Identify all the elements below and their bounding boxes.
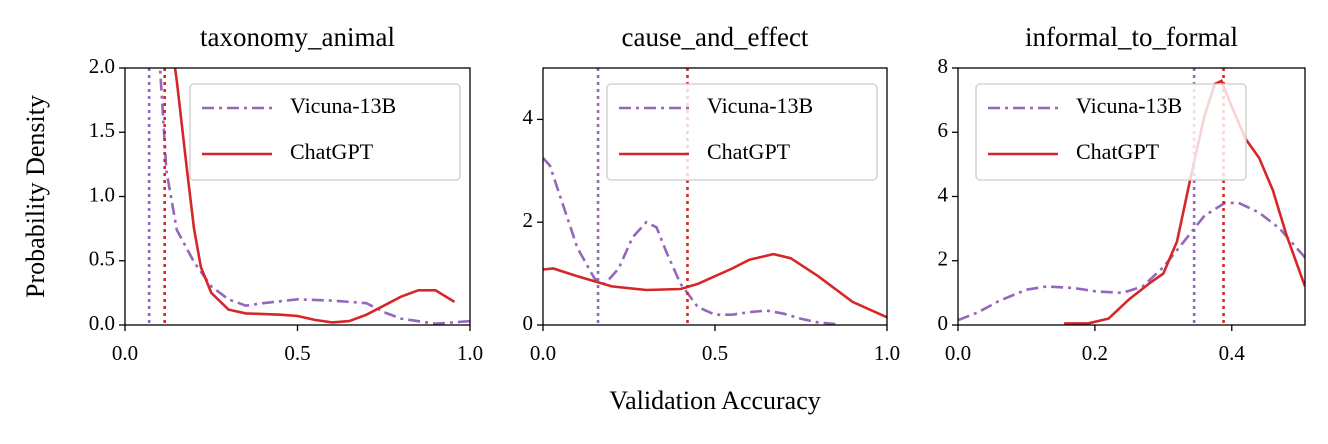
y-tick-label: 0 xyxy=(938,311,949,335)
y-axis-label: Probability Density xyxy=(21,95,50,298)
y-tick-label: 0 xyxy=(523,311,534,335)
density-line xyxy=(173,68,456,324)
y-tick-label: 8 xyxy=(938,54,949,78)
x-tick-label: 0.0 xyxy=(112,341,138,365)
density-line xyxy=(543,157,836,325)
chart-title: taxonomy_animal xyxy=(200,22,395,52)
axes-frame xyxy=(957,67,1306,326)
chart-title: cause_and_effect xyxy=(622,22,809,52)
legend-label: ChatGPT xyxy=(290,139,374,164)
y-tick-label: 0.5 xyxy=(89,247,115,271)
x-tick-label: 0.4 xyxy=(1219,341,1246,365)
x-tick-label: 0.5 xyxy=(284,341,310,365)
x-tick-label: 0.2 xyxy=(1082,341,1108,365)
y-tick-label: 6 xyxy=(938,118,949,142)
y-tick-label: 2.0 xyxy=(89,54,115,78)
axes-frame xyxy=(542,67,888,326)
chart-title: informal_to_formal xyxy=(1025,22,1238,52)
x-axis-label: Validation Accuracy xyxy=(609,386,821,415)
x-tick-label: 0.0 xyxy=(530,341,556,365)
y-tick-label: 0.0 xyxy=(89,311,115,335)
density-line xyxy=(543,252,887,319)
legend-label: ChatGPT xyxy=(707,139,791,164)
x-tick-label: 0.0 xyxy=(945,341,971,365)
y-tick-label: 1.0 xyxy=(89,182,115,206)
legend-label: Vicuna-13B xyxy=(707,93,813,118)
plot-area xyxy=(147,68,470,325)
x-tick-label: 0.5 xyxy=(702,341,728,365)
y-tick-label: 2 xyxy=(938,247,949,271)
density-line xyxy=(158,68,470,325)
x-tick-label: 1.0 xyxy=(457,341,483,365)
y-tick-label: 2 xyxy=(523,208,534,232)
y-tick-label: 1.5 xyxy=(89,118,115,142)
axes-frame xyxy=(124,67,471,326)
legend-label: ChatGPT xyxy=(1076,139,1160,164)
y-tick-label: 4 xyxy=(523,105,534,129)
density-line xyxy=(958,201,1305,322)
x-tick-label: 1.0 xyxy=(874,341,900,365)
legend-label: Vicuna-13B xyxy=(1076,93,1182,118)
y-tick-label: 4 xyxy=(938,182,949,206)
legend-label: Vicuna-13B xyxy=(290,93,396,118)
